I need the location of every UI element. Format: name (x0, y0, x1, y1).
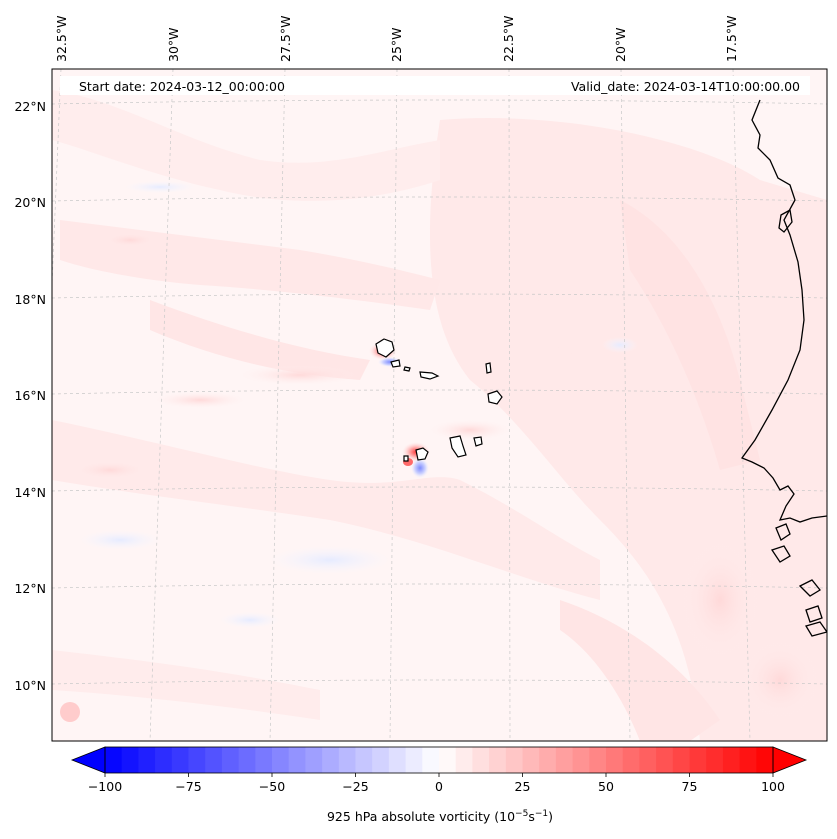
lon-label: 25°W (389, 27, 404, 62)
colorbar-cell (372, 747, 390, 773)
colorbar-cell (121, 747, 139, 773)
colorbar-cell (188, 747, 206, 773)
colorbar-cell (489, 747, 507, 773)
colorbar-cell (388, 747, 407, 773)
colorbar-cell (722, 747, 741, 773)
lon-label: 22.5°W (501, 16, 516, 62)
lon-label: 32.5°W (54, 16, 69, 62)
colorbar-label: 925 hPa absolute vorticity (10−5s−1) (327, 809, 553, 824)
colorbar-tick-label: −50 (259, 779, 285, 794)
map-panel: Start date: 2024-03-12_00:00:00 Valid_da… (51, 68, 828, 742)
colorbar-cell (706, 747, 724, 773)
graticule (52, 69, 827, 741)
vorticity-field (52, 90, 827, 741)
colorbar-tick-label: −100 (88, 779, 122, 794)
santo-antao-island (375, 338, 395, 358)
colorbar-cell (455, 747, 473, 773)
colorbar-cell (355, 747, 373, 773)
colorbar-tick-label: −25 (342, 779, 368, 794)
lat-label: 22°N (14, 99, 46, 114)
lat-label: 18°N (14, 292, 46, 307)
latitude-labels: 22°N 20°N 18°N 16°N 14°N 12°N 10°N (14, 99, 46, 693)
colorbar-cell (756, 747, 774, 773)
colorbar-cell (539, 747, 557, 773)
colorbar-cell (238, 747, 256, 773)
colorbar-cell (555, 747, 574, 773)
colorbar-cell (405, 747, 423, 773)
colorbar-cell (105, 747, 123, 773)
colorbar-min-arrow (70, 746, 106, 774)
colorbar-cell (439, 747, 457, 773)
lat-label: 12°N (14, 581, 46, 596)
colorbar-cell (505, 747, 524, 773)
lon-label: 17.5°W (724, 16, 739, 62)
colorbar-cell (138, 747, 156, 773)
colorbar-cell (739, 747, 757, 773)
colorbar-cells (105, 747, 774, 773)
colorbar-cell (305, 747, 323, 773)
colorbar-cell (639, 747, 657, 773)
colorbar-tick-label: 0 (435, 779, 443, 794)
lat-label: 14°N (14, 485, 46, 500)
lon-label: 20°W (613, 27, 628, 62)
colorbar-cell (589, 747, 607, 773)
colorbar-tick-label: −75 (175, 779, 201, 794)
colorbar-tick-label: 100 (761, 779, 785, 794)
colorbar-cell (606, 747, 624, 773)
colorbar-cell (672, 747, 691, 773)
colorbar-tick-label: 50 (598, 779, 614, 794)
colorbar-cell (572, 747, 590, 773)
colorbar-cell (221, 747, 240, 773)
colorbar-cell (255, 747, 273, 773)
colorbar-cell (689, 747, 707, 773)
colorbar-cell (272, 747, 290, 773)
start-date: Start date: 2024-03-12_00:00:00 (79, 79, 285, 94)
africa-coast (740, 99, 827, 523)
colorbar-tick-label: 75 (682, 779, 698, 794)
colorbar-cell (155, 747, 173, 773)
lon-label: 27.5°W (278, 16, 293, 62)
colorbar-cell (522, 747, 540, 773)
longitude-labels: 32.5°W 30°W 27.5°W 25°W 22.5°W 20°W 17.5… (54, 16, 739, 62)
colorbar-cell (622, 747, 640, 773)
cape-verde-islands (375, 338, 503, 462)
lon-label: 30°W (166, 27, 181, 62)
lat-label: 10°N (14, 678, 46, 693)
lat-label: 16°N (14, 388, 46, 403)
colorbar-cell (422, 747, 440, 773)
colorbar-cell (472, 747, 490, 773)
valid-date: Valid_date: 2024-03-14T10:00:00.00 (571, 79, 800, 94)
colorbar-cell (171, 747, 190, 773)
date-banner (60, 76, 810, 95)
colorbar-cell (322, 747, 340, 773)
colorbar-ticks: −100 −75 −50 −25 0 25 50 75 100 (88, 773, 785, 794)
lat-label: 20°N (14, 195, 46, 210)
colorbar-cell (338, 747, 357, 773)
colorbar-tick-label: 25 (515, 779, 531, 794)
colorbar-cell (288, 747, 306, 773)
colorbar: −100 −75 −50 −25 0 25 50 75 100 925 hPa absolute… (70, 746, 808, 824)
coastline (740, 99, 827, 637)
colorbar-max-arrow (772, 746, 808, 774)
colorbar-cell (656, 747, 674, 773)
colorbar-cell (205, 747, 223, 773)
